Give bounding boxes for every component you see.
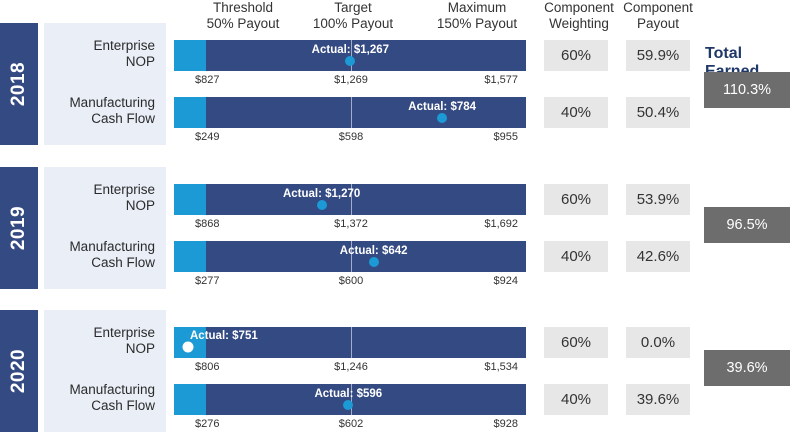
range-bar: Actual: $784 xyxy=(174,97,526,128)
target-line xyxy=(351,384,352,415)
actual-marker xyxy=(345,56,356,66)
target-line xyxy=(351,40,352,71)
target-line xyxy=(351,241,352,272)
actual-marker xyxy=(182,341,194,353)
threshold-value: $276 xyxy=(195,418,220,430)
header-threshold: Threshold 50% Payout xyxy=(206,0,280,31)
target-value: $600 xyxy=(338,275,364,287)
target-line xyxy=(351,97,352,128)
metric-label-panel xyxy=(44,310,166,432)
threshold-value: $827 xyxy=(195,74,220,86)
threshold-value: $277 xyxy=(195,275,220,287)
maximum-value: $1,577 xyxy=(484,74,518,86)
maximum-value: $924 xyxy=(493,275,518,287)
maximum-value: $955 xyxy=(493,131,518,143)
actual-value-label: Actual: $784 xyxy=(408,101,477,113)
range-bar: Actual: $751 xyxy=(174,327,526,358)
threshold-value: $868 xyxy=(195,218,220,230)
threshold-zone xyxy=(174,384,206,415)
range-bar: Actual: $642 xyxy=(174,241,526,272)
actual-value-label: Actual: $596 xyxy=(314,388,383,400)
actual-marker xyxy=(437,113,448,123)
threshold-value: $806 xyxy=(195,361,220,373)
component-payout: 42.6% xyxy=(626,241,690,272)
maximum-value: $1,534 xyxy=(484,361,518,373)
component-payout: 50.4% xyxy=(626,97,690,128)
header-weighting: Component Weighting xyxy=(544,0,614,31)
target-line xyxy=(351,184,352,215)
range-bar: Actual: $1,267 xyxy=(174,40,526,71)
maximum-value: $1,692 xyxy=(484,218,518,230)
total-earned-value: 110.3% xyxy=(704,72,790,108)
target-line xyxy=(351,327,352,358)
total-earned-value: 39.6% xyxy=(704,350,790,386)
target-value: $602 xyxy=(338,418,364,430)
actual-value-label: Actual: $1,270 xyxy=(282,188,361,200)
range-bar: Actual: $1,270 xyxy=(174,184,526,215)
actual-marker xyxy=(316,200,327,210)
component-weighting: 40% xyxy=(544,384,608,415)
metric-name: Enterprise NOP xyxy=(93,182,155,213)
metric-label-panel xyxy=(44,167,166,289)
metric-name: Enterprise NOP xyxy=(93,38,155,69)
year-label-box: 2018 xyxy=(0,23,38,145)
component-payout: 39.6% xyxy=(626,384,690,415)
threshold-zone xyxy=(174,241,206,272)
metric-label-panel xyxy=(44,23,166,145)
total-earned-value: 96.5% xyxy=(704,207,790,243)
header-target: Target 100% Payout xyxy=(312,0,394,31)
threshold-zone xyxy=(174,97,206,128)
component-weighting: 60% xyxy=(544,327,608,358)
component-weighting: 60% xyxy=(544,40,608,71)
component-weighting: 40% xyxy=(544,97,608,128)
year-label-box: 2019 xyxy=(0,167,38,289)
actual-value-label: Actual: $642 xyxy=(339,245,408,257)
target-value: $1,372 xyxy=(334,218,368,230)
metric-name: Manufacturing Cash Flow xyxy=(69,382,155,413)
actual-value-label: Actual: $1,267 xyxy=(311,44,390,56)
actual-value-label: Actual: $751 xyxy=(189,330,258,342)
component-weighting: 60% xyxy=(544,184,608,215)
threshold-zone xyxy=(174,40,206,71)
range-bar: Actual: $596 xyxy=(174,384,526,415)
metric-name: Enterprise NOP xyxy=(93,325,155,356)
threshold-zone xyxy=(174,184,206,215)
header-maximum: Maximum 150% Payout xyxy=(436,0,518,31)
target-value: $598 xyxy=(338,131,364,143)
target-value: $1,269 xyxy=(334,74,368,86)
component-payout: 53.9% xyxy=(626,184,690,215)
header-payout: Component Payout xyxy=(623,0,693,31)
component-payout: 59.9% xyxy=(626,40,690,71)
component-weighting: 40% xyxy=(544,241,608,272)
target-value: $1,246 xyxy=(334,361,368,373)
metric-name: Manufacturing Cash Flow xyxy=(69,95,155,126)
threshold-value: $249 xyxy=(195,131,220,143)
year-label-box: 2020 xyxy=(0,310,38,432)
component-payout: 0.0% xyxy=(626,327,690,358)
maximum-value: $928 xyxy=(493,418,518,430)
actual-marker xyxy=(368,257,379,267)
metric-name: Manufacturing Cash Flow xyxy=(69,239,155,270)
actual-marker xyxy=(343,400,354,410)
